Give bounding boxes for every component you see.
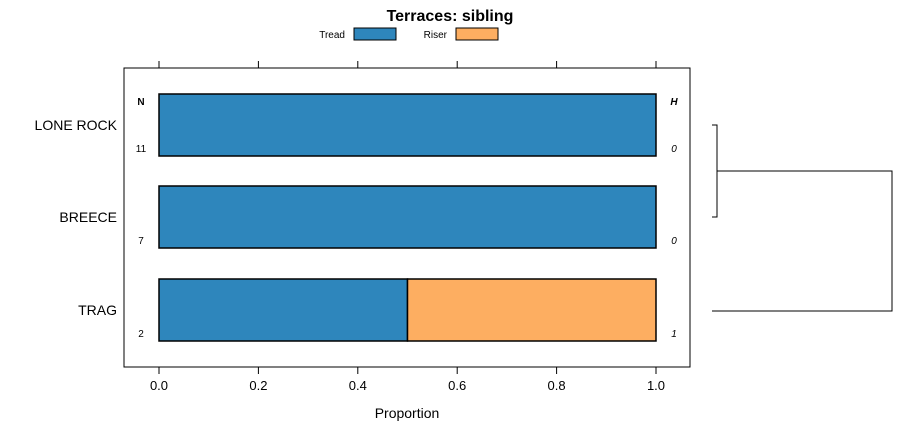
- dendrogram: [712, 124, 893, 312]
- dendrogram-branch-outer: [712, 170, 893, 312]
- x-tick-label: 1.0: [647, 378, 665, 393]
- category-label: LONE ROCK: [35, 117, 118, 133]
- x-axis: 0.0 0.2 0.4 0.6 0.8 1.0: [150, 61, 665, 393]
- x-tick-label: 0.8: [548, 378, 566, 393]
- n-value-label: 2: [138, 329, 144, 340]
- dendrogram-branch-inner: [712, 124, 718, 218]
- bar-tread: [158, 278, 409, 342]
- n-value-label: 11: [136, 144, 147, 155]
- x-tick-label: 0.2: [249, 378, 267, 393]
- h-value-label: 1: [671, 329, 677, 340]
- n-value-label: 7: [138, 236, 144, 247]
- h-column-header: H: [670, 97, 678, 108]
- n-column-header: N: [137, 97, 144, 108]
- legend-swatch-riser: [455, 27, 499, 41]
- bar-tread: [158, 185, 657, 249]
- category-label: TRAG: [78, 302, 117, 318]
- bar-tread: [158, 93, 657, 157]
- x-tick-label: 0.4: [349, 378, 367, 393]
- legend-swatch-tread: [353, 27, 397, 41]
- bar-riser: [406, 278, 657, 342]
- plot-frame: [123, 67, 691, 368]
- bars: [158, 93, 657, 342]
- h-value-label: 0: [671, 144, 677, 155]
- legend: Tread Riser: [319, 27, 499, 41]
- legend-label-tread: Tread: [319, 30, 345, 41]
- x-tick-label: 0.6: [448, 378, 466, 393]
- h-value-label: 0: [671, 236, 677, 247]
- x-tick-label: 0.0: [150, 378, 168, 393]
- category-label: BREECE: [59, 209, 117, 225]
- row-labels: LONE ROCK 11 0 BREECE 7 0 TRAG 2 1: [35, 117, 678, 340]
- legend-label-riser: Riser: [424, 30, 448, 41]
- x-axis-title: Proportion: [375, 405, 440, 421]
- chart-title: Terraces: sibling: [387, 8, 514, 25]
